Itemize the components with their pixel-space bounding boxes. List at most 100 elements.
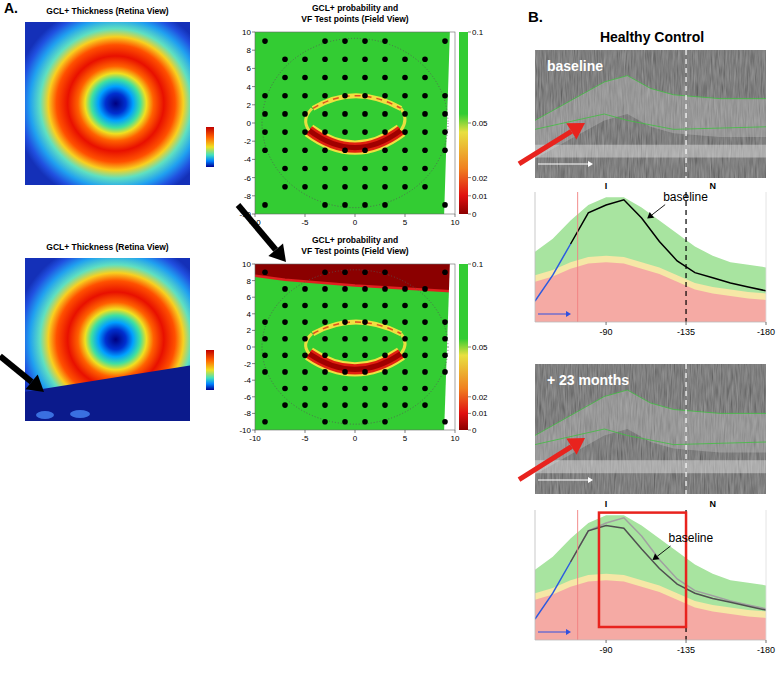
test-point	[382, 286, 388, 292]
scan-arrow	[538, 629, 571, 635]
tick-label: -135	[677, 327, 695, 337]
test-point	[302, 93, 308, 99]
test-point	[262, 202, 268, 208]
test-point	[422, 303, 428, 309]
scan-edge	[25, 366, 190, 421]
test-point	[302, 369, 308, 375]
test-point	[282, 369, 288, 375]
test-point	[342, 319, 348, 325]
plot-area	[255, 32, 455, 214]
colorbar-label: 0.02	[472, 174, 488, 183]
test-point	[282, 303, 288, 309]
scan-arrow	[538, 161, 593, 167]
tick-label: -10	[239, 210, 251, 219]
frame	[766, 510, 767, 640]
arrow-head	[566, 629, 571, 635]
colorbar	[459, 264, 468, 430]
normative-band	[535, 574, 766, 640]
test-point	[362, 57, 368, 63]
test-point	[342, 93, 348, 99]
test-point	[262, 93, 268, 99]
tick	[252, 313, 255, 314]
test-point	[442, 319, 448, 325]
sector-label: N	[709, 499, 716, 509]
oct-label: baseline	[547, 58, 603, 74]
test-point	[342, 369, 348, 375]
sector-label: N	[709, 181, 716, 191]
label: GCL+ probability and	[312, 235, 398, 245]
reference-line	[685, 364, 686, 494]
test-point	[442, 129, 448, 135]
test-point	[322, 336, 328, 342]
tick	[252, 195, 255, 196]
test-point	[402, 75, 408, 81]
test-point	[362, 270, 368, 276]
tick	[252, 413, 255, 414]
test-point	[362, 38, 368, 44]
test-point	[302, 129, 308, 135]
tick	[252, 141, 255, 142]
test-point	[322, 166, 328, 172]
test-point	[362, 202, 368, 208]
test-point	[362, 184, 368, 190]
test-point	[442, 111, 448, 117]
test-point	[302, 75, 308, 81]
arrow-shaft	[652, 205, 665, 215]
probability-region	[255, 264, 455, 291]
tick-label: 6	[247, 64, 252, 73]
test-point	[342, 336, 348, 342]
test-point	[402, 319, 408, 325]
boundary-line	[535, 76, 766, 121]
tick-label: 5	[403, 218, 408, 227]
tick-label: -5	[301, 434, 309, 443]
test-point	[362, 111, 368, 117]
arrow-shaft	[538, 314, 566, 315]
test-point	[382, 184, 388, 190]
test-point	[422, 184, 428, 190]
test-point	[422, 386, 428, 392]
arrow-shaft	[519, 131, 571, 164]
test-point	[422, 319, 428, 325]
arrow-head	[647, 212, 654, 219]
test-point	[322, 202, 328, 208]
tick-label: -10	[249, 218, 261, 227]
thickness-colorbar	[206, 350, 214, 390]
test-point	[402, 129, 408, 135]
test-point	[282, 286, 288, 292]
tick-label: -6	[244, 393, 252, 402]
tick	[606, 322, 607, 325]
colorbar-tick	[468, 413, 471, 414]
tick-label: 10	[242, 260, 251, 269]
tick	[355, 214, 356, 217]
plot-area	[535, 510, 766, 640]
colorbar	[459, 32, 468, 214]
colorbar-label: 0	[472, 210, 477, 219]
test-point	[342, 129, 348, 135]
normative-band	[535, 256, 766, 322]
test-point	[382, 402, 388, 408]
colorbar-tick	[468, 430, 471, 431]
tick	[252, 86, 255, 87]
test-point	[362, 166, 368, 172]
test-point	[342, 386, 348, 392]
tick	[305, 430, 306, 433]
tick	[252, 50, 255, 51]
test-point	[322, 148, 328, 154]
colorbar-tick	[468, 396, 471, 397]
y-axis	[535, 510, 536, 640]
arrow-head	[268, 244, 286, 262]
test-point	[282, 93, 288, 99]
test-point	[302, 386, 308, 392]
arrow-shaft	[538, 164, 588, 165]
test-point	[342, 303, 348, 309]
label: B.	[528, 8, 543, 25]
test-point	[342, 75, 348, 81]
tick	[606, 640, 607, 643]
test-point	[322, 369, 328, 375]
test-point	[302, 111, 308, 117]
test-point	[302, 57, 308, 63]
test-point	[382, 386, 388, 392]
probability-edge	[255, 276, 455, 292]
oct-texture	[535, 364, 766, 494]
tick	[252, 396, 255, 397]
